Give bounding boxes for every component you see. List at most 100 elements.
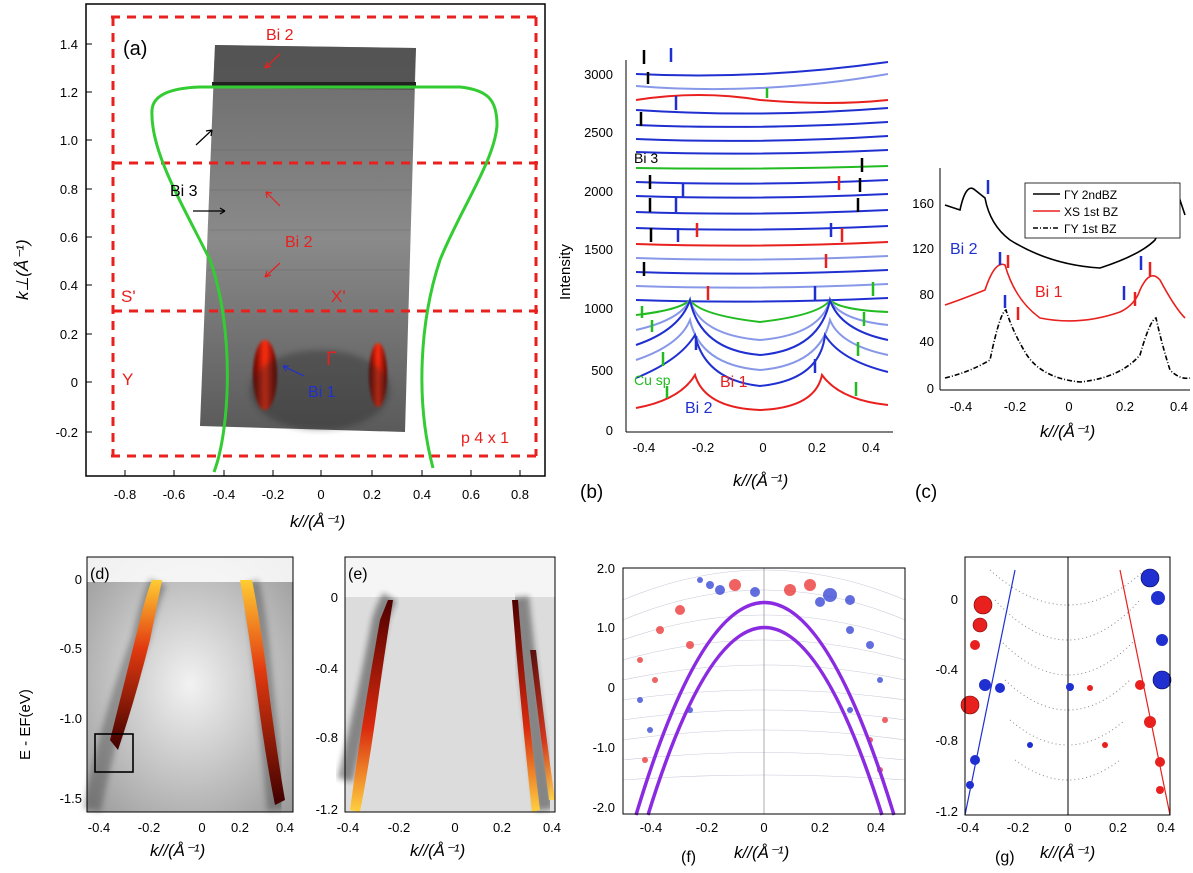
ytick: 0 [608, 680, 615, 695]
band-left [110, 580, 162, 750]
xtick: 0.2 [808, 440, 826, 455]
ytick: 1.0 [60, 133, 78, 148]
ytick: 3000 [584, 67, 613, 82]
xtick: -0.4 [633, 440, 655, 455]
ytick: 1.4 [60, 37, 78, 52]
panel-f-xlabel: k//(Å⁻¹) [734, 843, 789, 862]
panel-b-bi1: Bi 1 [720, 374, 748, 391]
panel-b-bi2: Bi 2 [685, 400, 713, 417]
band-right-1 [512, 600, 540, 812]
ytick: -1.2 [936, 804, 958, 819]
panel-c-axes: 160 120 80 40 0 -0.4 -0.2 0 0.2 0.4 [912, 196, 1188, 414]
xtick: 0.4 [862, 440, 880, 455]
xtick: 0.4 [867, 820, 885, 835]
panel-a-xlabel: k//(Å⁻¹) [290, 512, 345, 531]
ytick: 40 [920, 334, 934, 349]
panel-b-cusp: Cu sp [634, 372, 671, 388]
xtick: -0.2 [692, 440, 714, 455]
annotation-bi2-mid: Bi 2 [285, 234, 313, 251]
xtick: 0.2 [231, 820, 249, 835]
panel-a-axes: 1.4 1.2 1.0 0.8 0.6 0.4 0.2 0 -0.2 -0.8 … [56, 37, 529, 502]
ytick: -1.2 [316, 802, 338, 817]
panel-g-label: (g) [995, 849, 1015, 866]
panel-c-bi2: Bi 2 [950, 241, 978, 258]
panel-b-axes: 3000 2500 2000 1500 1000 500 0 -0.4 -0.2… [584, 67, 880, 455]
panel-a-label: (a) [123, 38, 147, 60]
annotation-bi2-top: Bi 2 [266, 27, 294, 44]
panel-f: 2.0 1.0 0 -1.0 -2.0 -0.4 -0.2 0 0.2 0.4 … [593, 561, 906, 866]
ytick: 0.2 [60, 327, 78, 342]
ytick: 160 [912, 196, 934, 211]
ytick: 2.0 [597, 561, 615, 576]
xtick: 0.4 [413, 487, 431, 502]
highlight-box [94, 733, 134, 773]
xtick: 0 [759, 440, 766, 455]
xtick: -0.4 [213, 487, 235, 502]
panel-f-axes: 2.0 1.0 0 -1.0 -2.0 -0.4 -0.2 0 0.2 0.4 [593, 561, 885, 835]
xtick: 0.4 [1170, 399, 1188, 414]
annotation-bi3: Bi 3 [170, 183, 198, 200]
panel-a: (a) Bi 2 Bi 3 Bi 2 S' X' Y Γ Bi 1 p 4 x … [13, 3, 546, 531]
xtick: 0 [451, 820, 458, 835]
xtick: -0.2 [262, 487, 284, 502]
panel-d: 0 -0.5 -1.0 -1.5 -0.4 -0.2 0 0.2 0.4 (d)… [17, 556, 294, 860]
xtick: -0.2 [696, 820, 718, 835]
xtick: 0 [317, 487, 324, 502]
panel-f-label: (f) [681, 849, 696, 866]
annotation-y: Y [122, 370, 133, 389]
ytick: 0 [927, 381, 934, 396]
panel-d-axes: 0 -0.5 -1.0 -1.5 -0.4 -0.2 0 0.2 0.4 [60, 572, 294, 835]
ytick: 1500 [584, 242, 613, 257]
bz-contour [150, 85, 499, 473]
panel-e-axes: 0 -0.4 -0.8 -1.2 -0.4 -0.2 0 0.2 0.4 [316, 590, 561, 835]
ytick: -0.2 [56, 425, 78, 440]
xtick: 0.8 [511, 487, 529, 502]
panel-b-label: (b) [580, 482, 603, 503]
legend-entry: ΓY 2ndBZ [1064, 188, 1117, 202]
ytick: -0.8 [936, 733, 958, 748]
ytick: 0 [606, 423, 613, 438]
panel-c-xlabel: k//(Å⁻¹) [1040, 422, 1095, 441]
panel-e: 0 -0.4 -0.8 -1.2 -0.4 -0.2 0 0.2 0.4 (e)… [316, 556, 561, 860]
xtick: 0 [760, 820, 767, 835]
ytick: -1.0 [60, 711, 82, 726]
ytick: 80 [920, 287, 934, 302]
legend-entry: ΓY 1st BZ [1064, 222, 1116, 236]
panel-a-ylabel: k⊥(Å⁻¹) [13, 239, 32, 300]
panel-e-xlabel: k//(Å⁻¹) [410, 841, 465, 860]
xtick: -0.4 [640, 820, 662, 835]
ytick: 2500 [584, 125, 613, 140]
ytick: -1.0 [593, 740, 615, 755]
xtick: -0.4 [88, 820, 110, 835]
ytick: -0.5 [60, 641, 82, 656]
ytick: 0 [951, 592, 958, 607]
xtick: -0.6 [163, 487, 185, 502]
ytick: 0.4 [60, 278, 78, 293]
xtick: -0.2 [1004, 399, 1026, 414]
annotation-arrows [193, 53, 305, 377]
panel-f-parabolas [634, 601, 896, 816]
panel-g-xlabel: k//(Å⁻¹) [1040, 843, 1095, 862]
xtick: 0.4 [276, 820, 294, 835]
band-right-2 [530, 650, 555, 800]
xtick: -0.4 [957, 820, 979, 835]
panel-g: 0 -0.4 -0.8 -1.2 -0.4 -0.2 0 0.2 0.4 (g)… [936, 556, 1175, 866]
xtick: 0 [198, 820, 205, 835]
panel-f-dots [637, 577, 888, 773]
ytick: 1.0 [597, 620, 615, 635]
annotation-bi1: Bi 1 [308, 384, 336, 401]
annotation-p4x1: p 4 x 1 [461, 430, 509, 447]
dashed-bz-grid [111, 15, 540, 458]
ytick: -0.4 [936, 662, 958, 677]
ytick: 2000 [584, 184, 613, 199]
band-right [240, 580, 285, 805]
xtick: -0.4 [337, 820, 359, 835]
panel-b-peak-marks [639, 48, 875, 398]
panel-e-label: (e) [348, 566, 368, 583]
panel-b: Bi 3 Cu sp Bi 1 Bi 2 3000 2500 2000 1500… [557, 48, 893, 503]
panel-d-xlabel: k//(Å⁻¹) [150, 841, 205, 860]
annotation-gamma: Γ [326, 349, 336, 370]
xtick: 0.4 [543, 820, 561, 835]
xtick: 0.2 [811, 820, 829, 835]
xtick: 0 [1064, 820, 1071, 835]
